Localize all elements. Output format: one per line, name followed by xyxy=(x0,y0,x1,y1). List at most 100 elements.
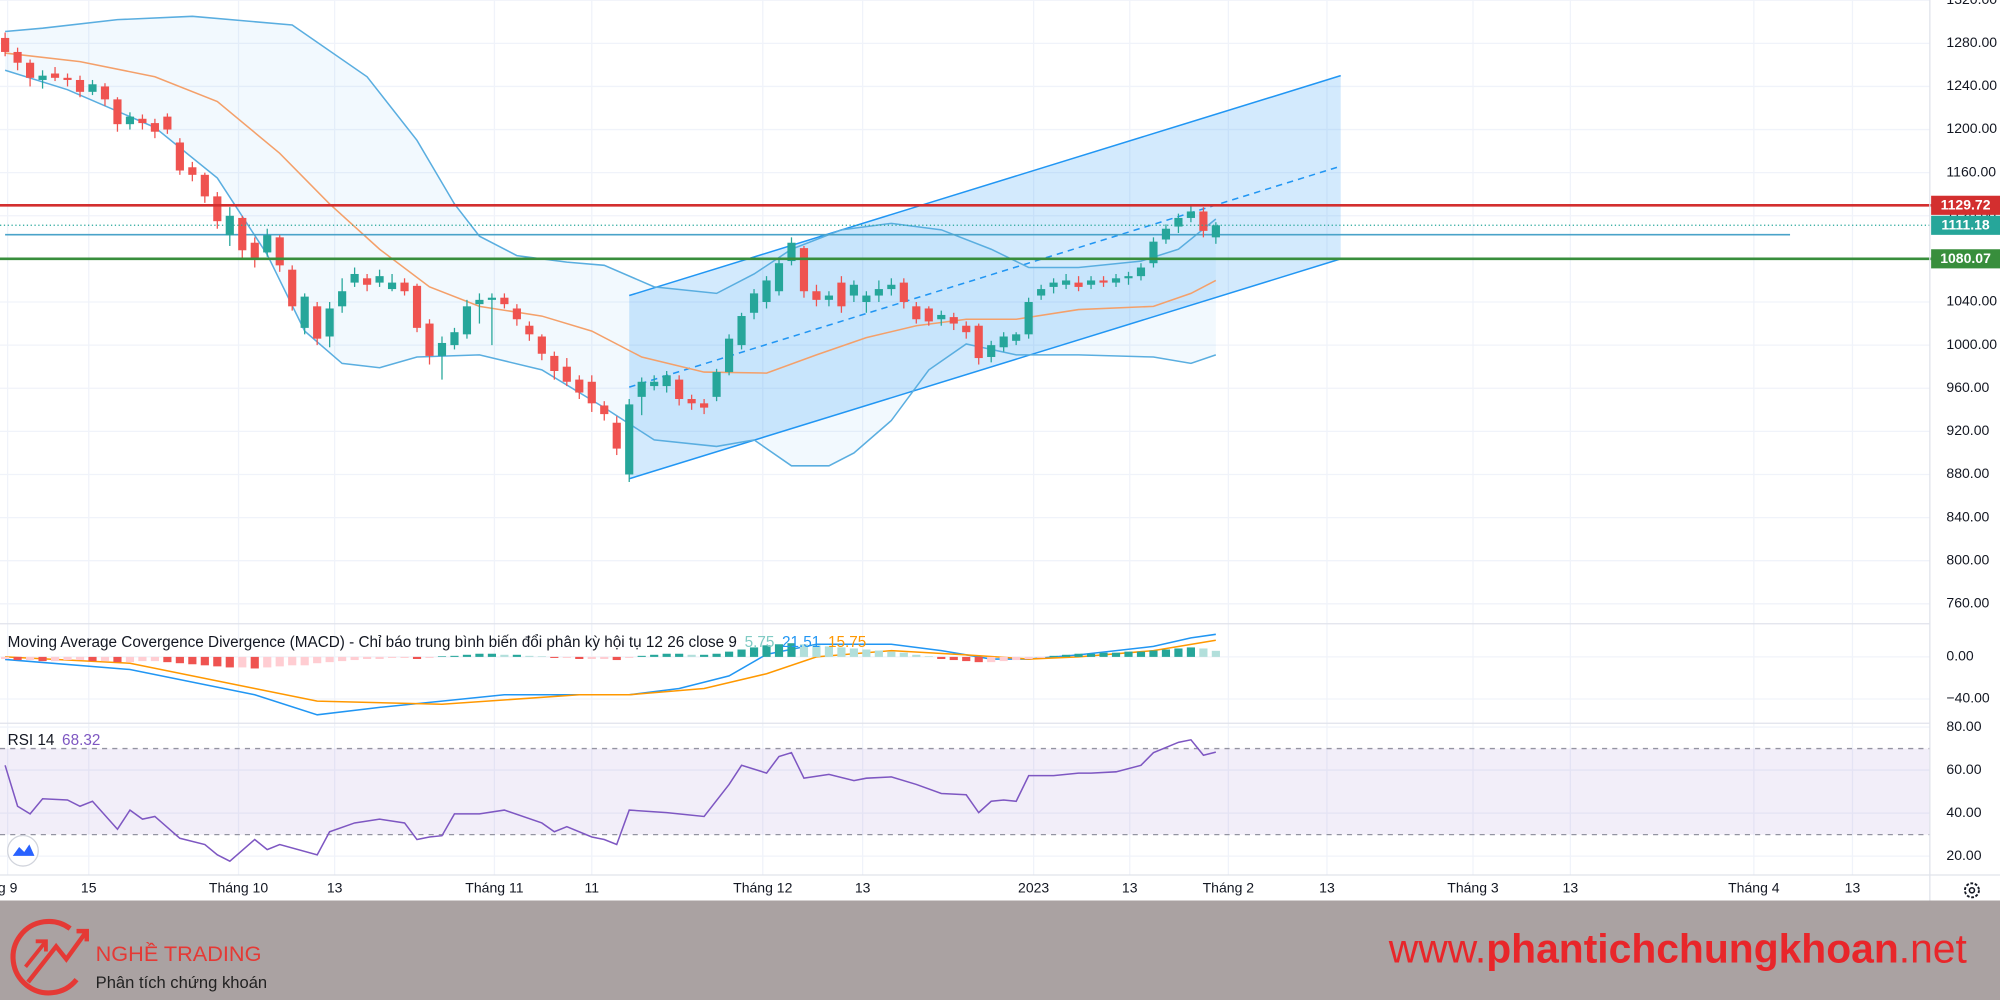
candle-body xyxy=(637,381,646,397)
candle-body xyxy=(437,342,447,356)
y-tick-label: 80.00 xyxy=(1946,718,1981,734)
histogram-bar xyxy=(63,656,72,661)
logo-circle xyxy=(7,834,39,867)
candle-body xyxy=(887,284,896,290)
x-tick-label: 13 xyxy=(1845,880,1861,896)
candle-body xyxy=(799,248,809,292)
histogram-bar xyxy=(1012,656,1021,661)
histogram-bar xyxy=(874,650,883,657)
histogram-bar xyxy=(612,656,621,661)
histogram-bar xyxy=(175,656,184,664)
candle-body xyxy=(1186,211,1195,218)
histogram-bar xyxy=(662,653,671,657)
candle-body xyxy=(138,118,147,124)
x-tick-label: 13 xyxy=(855,880,871,896)
histogram-bar xyxy=(13,656,22,661)
y-tick-label: 1040.00 xyxy=(1946,293,1997,309)
candle-body xyxy=(874,289,883,296)
candle-body xyxy=(724,338,734,373)
candle-body xyxy=(862,295,871,303)
y-tick-label: 60.00 xyxy=(1946,761,1981,777)
candle-body xyxy=(450,332,459,346)
settings-icon[interactable] xyxy=(1963,882,1980,899)
x-tick-label: 2023 xyxy=(1018,880,1049,896)
candle-body xyxy=(1111,278,1121,283)
candle-body xyxy=(1049,282,1058,287)
rsi-line xyxy=(4,738,1217,863)
y-tick-label: 1240.00 xyxy=(1946,77,1997,93)
candle-body xyxy=(512,308,521,320)
x-tick-label: 13 xyxy=(1122,880,1138,896)
histogram-bar xyxy=(1211,650,1220,657)
histogram-bar xyxy=(263,656,272,668)
website-url[interactable]: www.phantichchungkhoan.net xyxy=(1388,925,1968,971)
histogram-bar xyxy=(999,656,1008,662)
candle-body xyxy=(550,355,559,371)
y-tick-label: 1200.00 xyxy=(1946,120,1997,136)
histogram-bar xyxy=(849,648,858,657)
band-fill xyxy=(5,16,1216,466)
candle-body xyxy=(749,293,759,313)
indicator-line xyxy=(5,52,1217,374)
gear-outer[interactable] xyxy=(1963,882,1980,899)
histogram-bar xyxy=(113,656,122,663)
url-domain[interactable]: phantichchungkhoan xyxy=(1486,925,1899,971)
histogram-bar xyxy=(1086,653,1096,657)
brand-name: NGHỀ TRADING xyxy=(96,941,262,966)
histogram-bar xyxy=(962,656,971,662)
histogram-bar xyxy=(912,654,921,657)
x-tick-label: g 9 xyxy=(0,880,18,896)
footer-banner: NGHỀ TRADING Phân tích chứng khoán www.p… xyxy=(0,900,2000,1000)
histogram-bar xyxy=(50,656,60,662)
histogram-bar xyxy=(812,645,821,657)
histogram-bar xyxy=(1062,654,1071,657)
url-suffix[interactable]: .net xyxy=(1899,925,1968,971)
candle-body xyxy=(562,366,571,382)
macd-legend: Moving Average Covergence Divergence (MA… xyxy=(8,634,867,651)
y-tick-label: 0.00 xyxy=(1946,648,1973,664)
url-prefix[interactable]: www. xyxy=(1388,925,1486,971)
histogram-bar xyxy=(762,645,771,657)
logo-arrow xyxy=(26,928,89,984)
candle-body xyxy=(1012,334,1021,341)
histogram-bar xyxy=(1,656,10,659)
histogram-bar xyxy=(150,656,159,662)
x-tick-label: Tháng 11 xyxy=(465,880,523,896)
x-tick-label: 13 xyxy=(327,880,343,896)
candle-body xyxy=(1136,267,1146,277)
brand-tagline: Phân tích chứng khoán xyxy=(96,973,267,992)
indicator-line xyxy=(5,15,1217,295)
histogram-bar xyxy=(824,646,834,657)
candle-body xyxy=(650,381,659,387)
histogram-bar xyxy=(412,656,422,659)
candle-body xyxy=(1,37,10,52)
candle-body xyxy=(38,75,47,80)
histogram-bar xyxy=(88,656,97,662)
histogram-bar xyxy=(387,656,397,658)
histogram-bar xyxy=(1149,650,1158,657)
channel-middle xyxy=(628,165,1341,388)
histogram-bar xyxy=(924,656,933,658)
histogram-bar xyxy=(837,647,846,657)
candle-body xyxy=(837,282,846,307)
histogram-bar xyxy=(1124,651,1133,657)
candle-body xyxy=(275,237,284,266)
candle-body xyxy=(587,381,596,404)
candle-body xyxy=(462,306,472,335)
y-tick-label: 800.00 xyxy=(1946,551,1989,567)
candle-body xyxy=(612,422,621,449)
candle-body xyxy=(325,308,334,337)
histogram-bar xyxy=(1186,647,1195,657)
candle-body xyxy=(962,325,971,333)
candle-body xyxy=(625,404,634,475)
candle-body xyxy=(1174,217,1183,227)
gear-inner[interactable] xyxy=(1968,886,1976,894)
candle-body xyxy=(912,306,921,320)
y-tick-label: 880.00 xyxy=(1946,465,1989,481)
histogram-bar xyxy=(550,656,559,658)
histogram-bar xyxy=(238,656,247,668)
candle-body xyxy=(600,405,609,415)
x-tick-label: 11 xyxy=(584,880,599,896)
channel-lower xyxy=(628,258,1341,480)
histogram-bar xyxy=(437,656,447,658)
